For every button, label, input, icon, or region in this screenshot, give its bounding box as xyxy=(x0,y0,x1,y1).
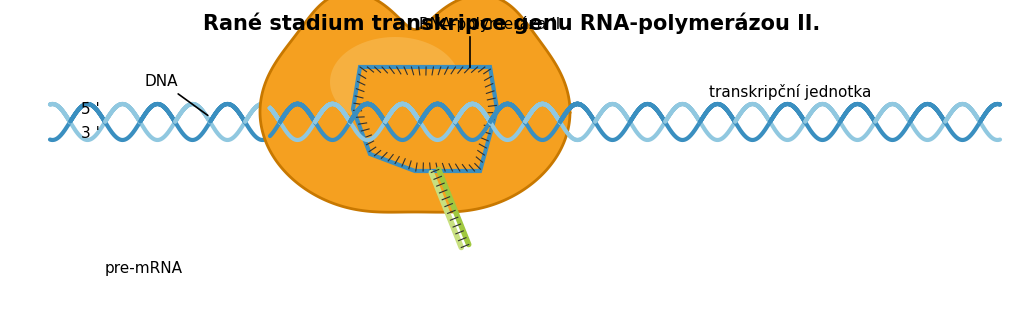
Text: DNA: DNA xyxy=(145,74,208,115)
Text: RNA-polymeráza II: RNA-polymeráza II xyxy=(420,16,560,32)
Polygon shape xyxy=(260,0,570,212)
Text: pre-mRNA: pre-mRNA xyxy=(105,262,183,276)
Polygon shape xyxy=(330,37,460,127)
Polygon shape xyxy=(353,67,497,171)
Text: Rané stadium transkripce genu RNA-polymerázou II.: Rané stadium transkripce genu RNA-polyme… xyxy=(204,12,820,34)
Text: transkripční jednotka: transkripční jednotka xyxy=(709,84,871,100)
Text: 3 ': 3 ' xyxy=(81,126,100,141)
Text: 5 ': 5 ' xyxy=(81,102,100,118)
